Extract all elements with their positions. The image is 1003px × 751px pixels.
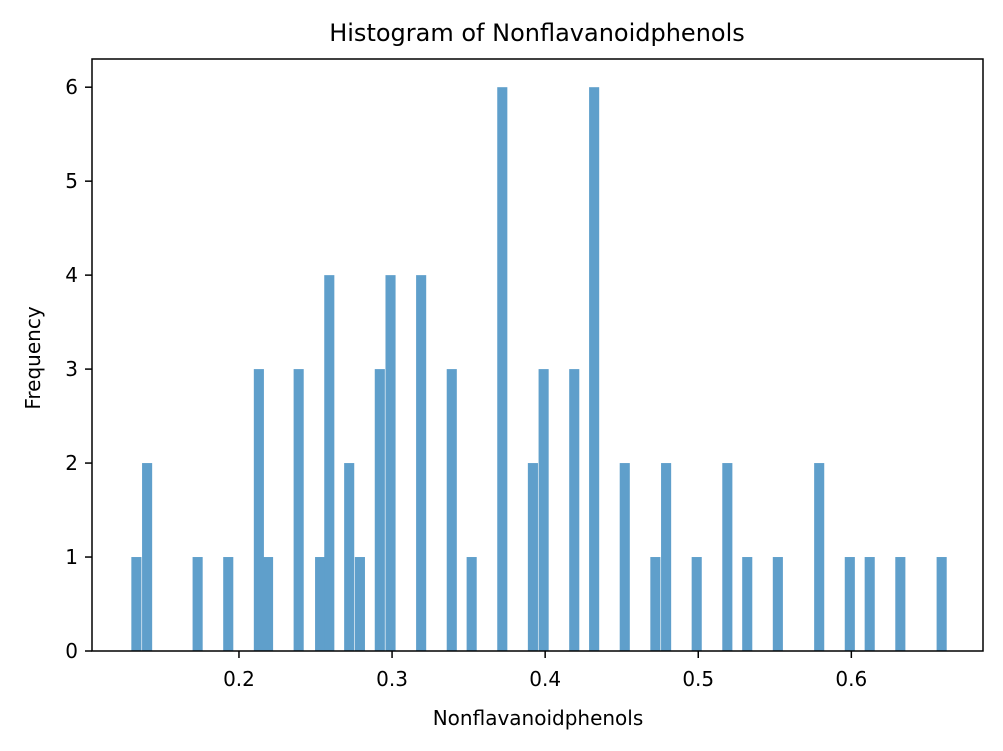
histogram-bar [446,369,457,651]
histogram-bar [772,557,783,651]
x-tick-label: 0.6 [835,667,867,691]
histogram-bar [864,557,875,651]
x-tick-label: 0.4 [529,667,561,691]
histogram-bar [263,557,274,651]
histogram-bar [650,557,661,651]
histogram-bar [344,463,355,651]
histogram-bar [131,557,142,651]
ticks-layer: 0.2 0.3 0.4 0.5 0.6 0 1 2 3 4 5 6 [65,75,867,691]
bars-layer [131,87,947,651]
x-tick-label: 0.3 [376,667,408,691]
y-tick-label: 5 [65,169,78,193]
histogram-bar [142,463,153,651]
histogram-bar [844,557,855,651]
histogram-bar [742,557,753,651]
histogram-bar [466,557,477,651]
x-axis-label: Nonflavanoidphenols [433,706,644,730]
y-tick-label: 6 [65,75,78,99]
histogram-bar [589,87,600,651]
y-tick-label: 1 [65,545,78,569]
histogram-bar [497,87,508,651]
y-tick-label: 3 [65,357,78,381]
histogram-bar [416,275,427,651]
histogram-bar [895,557,906,651]
y-tick-label: 0 [65,639,78,663]
y-tick-label: 2 [65,451,78,475]
histogram-bar [722,463,733,651]
histogram-bar [324,275,335,651]
x-tick-label: 0.2 [223,667,255,691]
histogram-bar [691,557,702,651]
x-tick-label: 0.5 [682,667,714,691]
histogram-bar [619,463,630,651]
histogram-bar [223,557,234,651]
histogram-bar [385,275,396,651]
chart-title: Histogram of Nonflavanoidphenols [329,19,745,47]
y-tick-label: 4 [65,263,78,287]
histogram-bar [661,463,672,651]
histogram-bar [814,463,825,651]
histogram-bar [293,369,304,651]
histogram-bar [192,557,203,651]
histogram-bar [354,557,365,651]
y-axis-label: Frequency [21,306,45,409]
histogram-bar [527,463,538,651]
histogram-bar [569,369,580,651]
histogram-bar [253,369,264,651]
histogram-bar [315,557,326,651]
histogram-bar [374,369,385,651]
histogram-bar [936,557,947,651]
histogram-bar [538,369,549,651]
plot-frame [91,58,984,652]
